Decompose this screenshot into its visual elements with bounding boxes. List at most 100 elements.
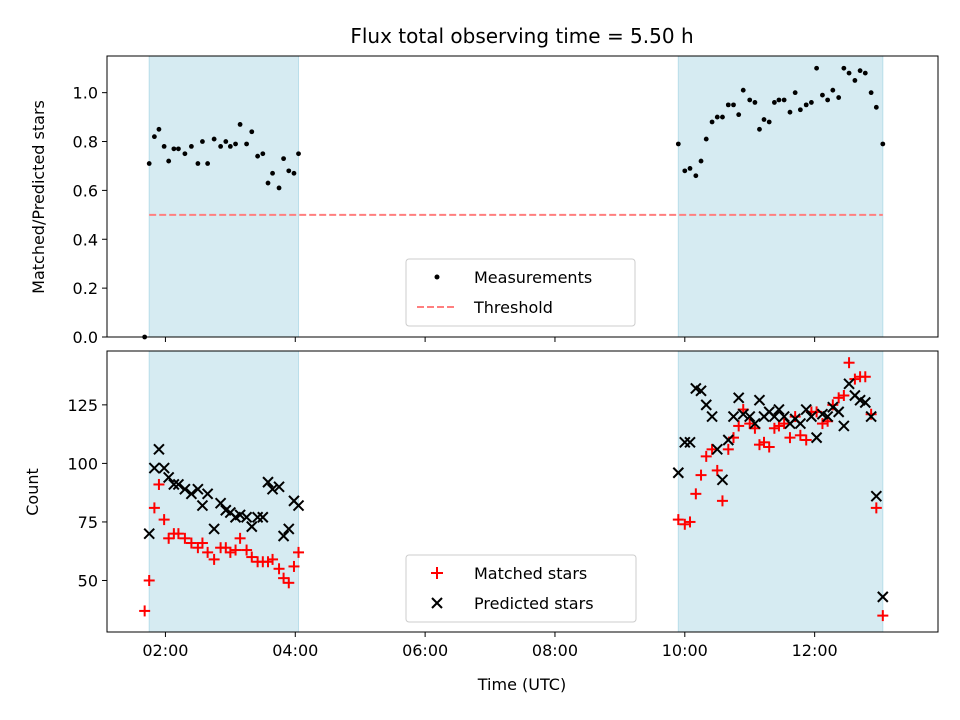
matched-stars-point xyxy=(246,551,258,563)
measurement-point xyxy=(725,102,731,108)
measurement-point xyxy=(146,161,152,166)
matched-stars-point xyxy=(288,560,300,572)
measurement-point xyxy=(857,68,863,74)
bottom-shaded-intervals xyxy=(148,350,884,633)
matched-stars-point xyxy=(859,371,871,383)
predicted-stars-point xyxy=(179,483,191,495)
matched-stars-point xyxy=(139,605,151,617)
y-tick-label: 125 xyxy=(67,396,98,415)
predicted-stars-point xyxy=(172,478,185,491)
measurement-point xyxy=(720,114,725,120)
measurement-point xyxy=(291,170,297,176)
measurement-point xyxy=(249,129,255,135)
measurement-point xyxy=(195,161,201,166)
predicted-stars-point xyxy=(192,483,204,495)
predicted-stars-point xyxy=(148,462,161,474)
matched-stars-point xyxy=(267,553,279,565)
matched-stars-point xyxy=(172,528,184,540)
predicted-stars-point xyxy=(292,499,305,512)
predicted-stars-point xyxy=(162,471,175,484)
matched-stars-point xyxy=(778,418,790,430)
measurement-point xyxy=(757,126,762,132)
predicted-stars-point xyxy=(185,488,198,500)
predicted-stars-point xyxy=(153,443,165,456)
predicted-stars-point xyxy=(744,410,756,423)
measurement-point xyxy=(825,97,831,103)
legend-measurements-marker xyxy=(434,274,440,280)
measurement-point xyxy=(265,180,271,186)
top-y-axis-label: Matched/Predicted stars xyxy=(29,100,48,294)
predicted-stars-point xyxy=(805,410,818,423)
matched-stars-point xyxy=(816,418,828,430)
bottom-y-ticks: 50 75 100 125 xyxy=(67,396,107,590)
measurement-point xyxy=(693,173,699,179)
matched-stars-point xyxy=(758,436,770,448)
measurement-point xyxy=(188,144,194,149)
predicted-stars-point xyxy=(737,408,749,420)
matched-stars-point xyxy=(784,432,796,444)
predicted-stars-point xyxy=(859,396,871,409)
bottom-legend: Matched stars Predicted stars xyxy=(405,554,637,623)
predicted-stars-point xyxy=(240,511,253,523)
x-tick-label: 10:00 xyxy=(662,641,708,660)
predicted-stars-point xyxy=(283,523,295,535)
matched-stars-point xyxy=(234,532,246,544)
measurement-point xyxy=(237,122,243,127)
measurement-point xyxy=(841,65,847,71)
bottom-x-ticks: 02:00 04:00 06:00 08:00 10:00 12:00 xyxy=(142,632,838,660)
matched-stars-point xyxy=(684,516,696,528)
measurement-point xyxy=(270,170,275,176)
top-data-points xyxy=(142,65,886,340)
matched-stars-point xyxy=(849,373,861,385)
matched-stars-point xyxy=(833,392,845,404)
y-tick-label: 50 xyxy=(78,571,98,590)
bottom-axes-frame xyxy=(106,350,939,633)
predicted-stars-point xyxy=(273,481,285,493)
matched-stars-point xyxy=(744,418,756,430)
matched-stars-point xyxy=(148,502,160,514)
matched-stars-point xyxy=(794,429,806,441)
x-tick-label: 02:00 xyxy=(142,641,188,660)
matched-stars-point xyxy=(722,443,734,455)
measurement-point xyxy=(809,100,814,105)
measurement-point xyxy=(771,100,777,105)
predicted-stars-point xyxy=(711,443,723,456)
predicted-stars-point xyxy=(800,403,812,416)
predicted-stars-point xyxy=(838,420,850,432)
top-chart-title: Flux total observing time = 5.50 h xyxy=(350,24,693,48)
predicted-stars-point xyxy=(722,434,735,446)
predicted-stars-point xyxy=(679,436,691,449)
predicted-stars-point xyxy=(251,511,264,523)
measurement-point xyxy=(736,112,742,118)
measurement-point xyxy=(709,119,715,125)
legend-measurements-label: Measurements xyxy=(474,268,592,287)
matched-stars-point xyxy=(158,514,170,526)
predicted-stars-point xyxy=(821,410,834,423)
predicted-stars-point xyxy=(143,527,155,540)
x-tick-label: 04:00 xyxy=(272,641,318,660)
measurement-point xyxy=(781,97,787,103)
matched-stars-point xyxy=(679,518,691,530)
matched-stars-point xyxy=(224,546,236,558)
legend-threshold-label: Threshold xyxy=(473,298,553,317)
predicted-stars-point xyxy=(843,378,855,390)
matched-stars-point xyxy=(700,450,712,462)
shaded-interval-1 xyxy=(677,350,884,633)
measurement-point xyxy=(296,151,301,157)
matched-stars-point xyxy=(870,502,882,514)
matched-stars-point xyxy=(843,357,855,369)
matched-stars-point xyxy=(690,488,702,500)
measurement-point xyxy=(211,136,217,142)
measurement-point xyxy=(218,144,224,149)
measurement-point xyxy=(880,141,886,147)
measurement-point xyxy=(698,158,704,164)
matched-stars-point xyxy=(278,572,290,584)
matched-stars-point xyxy=(202,546,214,558)
measurement-point xyxy=(223,139,229,144)
predicted-stars-point xyxy=(168,478,180,491)
legend-matched-label: Matched stars xyxy=(474,564,587,583)
measurement-point xyxy=(776,97,782,103)
predicted-stars-point xyxy=(672,467,685,479)
measurement-point xyxy=(703,136,709,142)
measurement-point xyxy=(752,100,758,105)
